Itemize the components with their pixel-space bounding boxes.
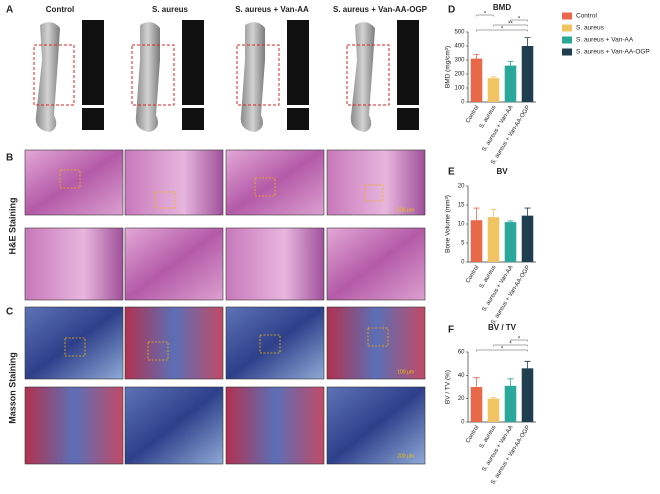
- chart-title: BMD: [493, 3, 511, 12]
- error-bar: [507, 61, 514, 66]
- bar: [504, 385, 517, 422]
- bar: [521, 46, 534, 102]
- significance-label: *: [509, 342, 512, 348]
- panel-label: C: [6, 307, 13, 318]
- x-tick-label: S. aureus + Van-AA: [481, 425, 514, 473]
- panel-a-images: [33, 20, 419, 133]
- legend-label: S. aureus: [576, 25, 605, 32]
- scale-bar-label: 500 μm: [397, 207, 414, 213]
- panel-label: D: [448, 5, 455, 16]
- bar: [487, 217, 500, 262]
- y-tick-label: 20: [458, 396, 465, 402]
- x-tick-label: Control: [465, 105, 480, 125]
- y-tick-label: 0: [461, 100, 465, 106]
- bar: [470, 387, 483, 422]
- significance-label: *: [518, 337, 521, 343]
- error-bar: [524, 360, 531, 369]
- significance-bracket: [493, 24, 528, 27]
- bar: [504, 222, 517, 262]
- y-tick-label: 10: [458, 222, 465, 228]
- x-tick-label: S. aureus: [479, 425, 498, 450]
- y-tick-label: 100: [454, 86, 465, 92]
- x-tick-label: Control: [465, 265, 480, 285]
- error-bar: [490, 76, 497, 79]
- significance-bracket: [476, 29, 528, 32]
- error-bar: [473, 207, 480, 221]
- y-tick-label: 5: [461, 241, 465, 247]
- x-tick-label: S. aureus: [479, 265, 498, 290]
- row-label: Masson Staining: [7, 352, 17, 424]
- y-tick-label: 400: [454, 44, 465, 50]
- bar: [470, 58, 483, 102]
- significance-bracket: [510, 339, 528, 342]
- bar: [487, 398, 500, 422]
- y-tick-label: 500: [454, 30, 465, 36]
- y-tick-label: 0: [461, 260, 465, 266]
- x-tick-label: Control: [465, 425, 480, 445]
- bar: [521, 215, 534, 262]
- bar: [521, 368, 534, 422]
- x-tick-label: S. aureus: [479, 105, 498, 130]
- significance-label: **: [508, 22, 513, 28]
- y-tick-label: 40: [458, 373, 465, 379]
- y-tick-label: 60: [458, 350, 465, 356]
- group-header: Control: [46, 5, 74, 14]
- error-bar: [524, 37, 531, 46]
- significance-bracket: [493, 344, 528, 347]
- legend-swatch: [562, 24, 572, 32]
- error-bar: [507, 220, 514, 223]
- significance-label: *: [518, 17, 521, 23]
- y-axis-label: BV / TV (%): [445, 370, 452, 404]
- x-tick-label: S. aureus + Van-AA: [481, 265, 514, 313]
- group-header: S. aureus + Van-AA: [235, 5, 309, 14]
- error-bar: [490, 397, 497, 399]
- y-tick-label: 20: [458, 184, 465, 190]
- y-axis-label: BMD (mg/cm³): [445, 46, 452, 88]
- significance-bracket: [476, 349, 528, 352]
- significance-bracket: [510, 19, 528, 22]
- bar: [487, 78, 500, 102]
- y-tick-label: 15: [458, 203, 465, 209]
- panel-label: F: [448, 325, 454, 336]
- x-tick-label: S. aureus + Van-AA: [481, 105, 514, 153]
- error-bar: [507, 378, 514, 386]
- legend-swatch: [562, 12, 572, 20]
- y-axis-label: Bone Volume (mm³): [445, 195, 452, 253]
- panel-label: E: [448, 167, 455, 178]
- significance-label: *: [501, 347, 504, 353]
- bar: [470, 220, 483, 262]
- row-label: H&E Staining: [7, 197, 17, 254]
- he-images: [24, 149, 426, 301]
- significance-label: *: [484, 12, 487, 18]
- masson-images: [24, 306, 426, 465]
- y-tick-label: 200: [454, 72, 465, 78]
- error-bar: [524, 207, 531, 216]
- legend-label: Control: [576, 13, 598, 20]
- zoom-boxes: [59, 169, 389, 361]
- error-bar: [473, 377, 480, 387]
- y-tick-label: 300: [454, 58, 465, 64]
- chart-title: BV / TV: [488, 323, 517, 332]
- panel-label: A: [6, 5, 13, 16]
- bar: [504, 65, 517, 102]
- group-header: S. aureus + Van-AA-OGP: [333, 5, 428, 14]
- scale-bar-label: 200 μm: [397, 453, 414, 459]
- legend-swatch: [562, 36, 572, 44]
- scale-bar-label: 100 μm: [397, 369, 414, 375]
- chart-title: BV: [496, 167, 508, 176]
- error-bar: [490, 209, 497, 218]
- legend-label: S. aureus + Van-AA: [576, 37, 634, 44]
- panel-label: B: [6, 153, 13, 164]
- legend-swatch: [562, 48, 572, 56]
- error-bar: [473, 54, 480, 59]
- group-header: S. aureus: [152, 5, 189, 14]
- significance-label: *: [501, 27, 504, 33]
- legend-label: S. aureus + Van-AA-OGP: [576, 49, 650, 56]
- y-tick-label: 0: [461, 420, 465, 426]
- significance-bracket: [476, 14, 494, 17]
